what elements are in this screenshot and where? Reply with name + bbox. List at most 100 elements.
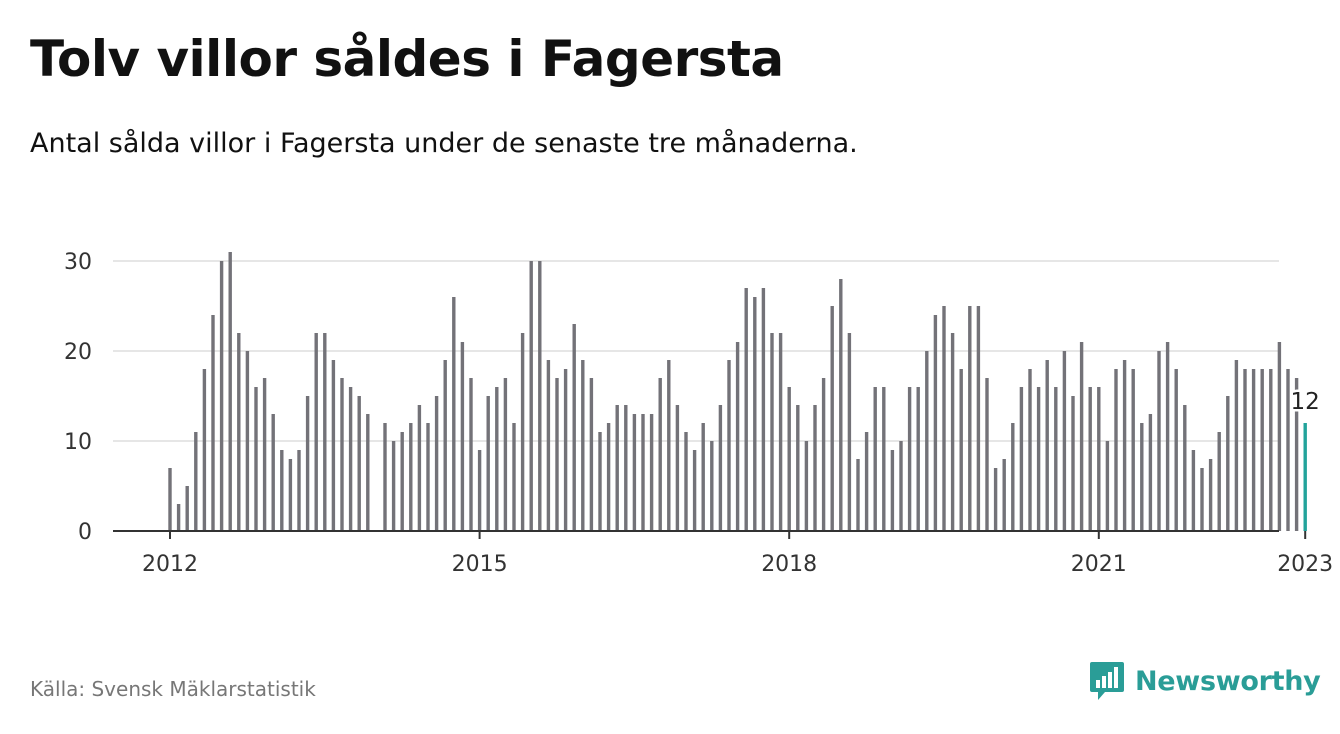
- bar: [1122, 360, 1127, 531]
- bar: [744, 288, 748, 531]
- bar: [1294, 378, 1299, 531]
- bar: [830, 306, 834, 531]
- bar: [1079, 342, 1084, 531]
- bar: [1011, 423, 1015, 531]
- bar: [778, 333, 783, 531]
- bar: [348, 387, 353, 531]
- bar: [873, 387, 877, 531]
- y-tick-label: 20: [64, 340, 92, 365]
- bar: [1277, 342, 1282, 531]
- bar: [1174, 369, 1178, 531]
- bar: [787, 387, 791, 531]
- bar: [434, 396, 439, 531]
- bar: [1097, 387, 1101, 531]
- bar: [1114, 369, 1118, 531]
- bar: [546, 360, 551, 531]
- bar: [1226, 396, 1230, 531]
- bar: [271, 414, 275, 531]
- bar: [1088, 387, 1092, 531]
- bar: [477, 450, 482, 531]
- bar: [185, 486, 189, 531]
- bar: [262, 378, 267, 531]
- bar: [882, 387, 886, 531]
- bar: [968, 306, 972, 531]
- bar: [1208, 459, 1213, 531]
- bar: [624, 405, 628, 531]
- bar: [555, 378, 559, 531]
- bar: [443, 360, 447, 531]
- bar: [452, 297, 456, 531]
- chart-subtitle: Antal sålda villor i Fagersta under de s…: [30, 128, 858, 159]
- bar: [1251, 369, 1256, 531]
- bar: [1028, 369, 1032, 531]
- bar: [598, 432, 602, 531]
- bar: [219, 261, 224, 531]
- bar: [692, 450, 697, 531]
- highlight-bar: [1303, 423, 1307, 531]
- bar: [804, 441, 809, 531]
- bar: [512, 423, 516, 531]
- bar: [727, 360, 731, 531]
- bar: [202, 369, 207, 531]
- newsworthy-logo-icon: [1090, 662, 1124, 700]
- x-tick-label: 2012: [142, 552, 198, 577]
- bar: [925, 351, 929, 531]
- bar: [357, 396, 361, 531]
- bar: [606, 423, 611, 531]
- bar: [899, 441, 903, 531]
- bar: [1036, 387, 1041, 531]
- bar: [288, 459, 293, 531]
- bar: [813, 405, 817, 531]
- bar: [538, 261, 542, 531]
- gridlines: [113, 260, 1279, 442]
- bars: [168, 252, 1307, 531]
- bar: [340, 378, 344, 531]
- bar: [985, 378, 989, 531]
- bar: [976, 306, 981, 531]
- bar: [529, 261, 533, 531]
- bar: [1054, 387, 1058, 531]
- bar: [632, 414, 637, 531]
- bar: [1105, 441, 1110, 531]
- bar: [1234, 360, 1239, 531]
- bar: [366, 414, 370, 531]
- x-tick-label: 2018: [761, 552, 817, 577]
- bar: [1191, 450, 1196, 531]
- bar: [254, 387, 258, 531]
- bar: [847, 333, 852, 531]
- bar: [1140, 423, 1144, 531]
- bar: [1183, 405, 1187, 531]
- bar: [821, 378, 826, 531]
- bar: [916, 387, 920, 531]
- bar: [950, 333, 955, 531]
- bar: [710, 441, 714, 531]
- bar: [572, 324, 576, 531]
- labels: 0 10 20 30 2012 2015 2018 2021 2023 12: [64, 250, 1333, 577]
- bar: [675, 405, 680, 531]
- bar: [933, 315, 938, 531]
- bar: [684, 432, 688, 531]
- bar: [503, 378, 508, 531]
- bar: [314, 333, 318, 531]
- bar: [641, 414, 645, 531]
- bar: [563, 369, 568, 531]
- bar: [417, 405, 422, 531]
- bar: [796, 405, 800, 531]
- bar: [211, 315, 215, 531]
- bar: [469, 378, 473, 531]
- bar: [1260, 369, 1264, 531]
- bar: [245, 351, 250, 531]
- y-tick-label: 10: [64, 430, 92, 455]
- bar: [168, 468, 172, 531]
- brand-logo[interactable]: Newsworthy: [1089, 660, 1321, 702]
- bar: [1131, 369, 1135, 531]
- bar: [761, 288, 766, 531]
- bar: [658, 378, 662, 531]
- bar: [1200, 468, 1204, 531]
- brand-name: Newsworthy: [1135, 665, 1321, 697]
- bar: [942, 306, 946, 531]
- bar: [460, 342, 465, 531]
- bar: [993, 468, 998, 531]
- bar: [1217, 432, 1221, 531]
- bar: [1002, 459, 1006, 531]
